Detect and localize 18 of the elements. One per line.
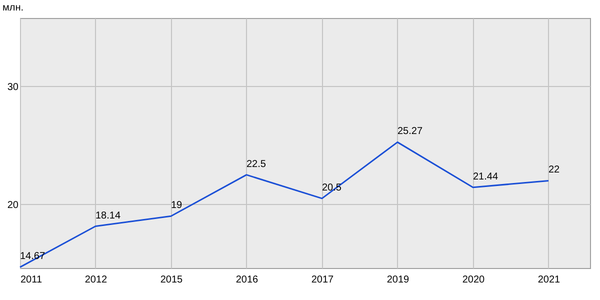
data-label: 21.44 xyxy=(472,171,498,182)
data-label: 18.14 xyxy=(95,210,121,222)
y-tick-label: 30 xyxy=(7,82,19,93)
x-tick-label: 2021 xyxy=(538,274,561,286)
line-series xyxy=(19,141,550,268)
x-tick-label: 2016 xyxy=(236,274,259,286)
data-label: 22.5 xyxy=(246,158,266,170)
x-tick-label: 2020 xyxy=(462,274,486,286)
data-label: 22 xyxy=(548,164,560,176)
data-label: 19 xyxy=(170,200,183,212)
x-tick-label: 2019 xyxy=(386,274,410,286)
y-tick-label: 20 xyxy=(7,200,19,211)
x-tick-label: 2011 xyxy=(20,274,42,286)
x-tick-label: 2017 xyxy=(311,274,334,286)
x-tick-label: 2015 xyxy=(160,274,184,286)
y-axis-title: млн. xyxy=(2,2,24,14)
data-label: 25.27 xyxy=(397,126,423,138)
x-tick-label: 2012 xyxy=(84,274,108,286)
